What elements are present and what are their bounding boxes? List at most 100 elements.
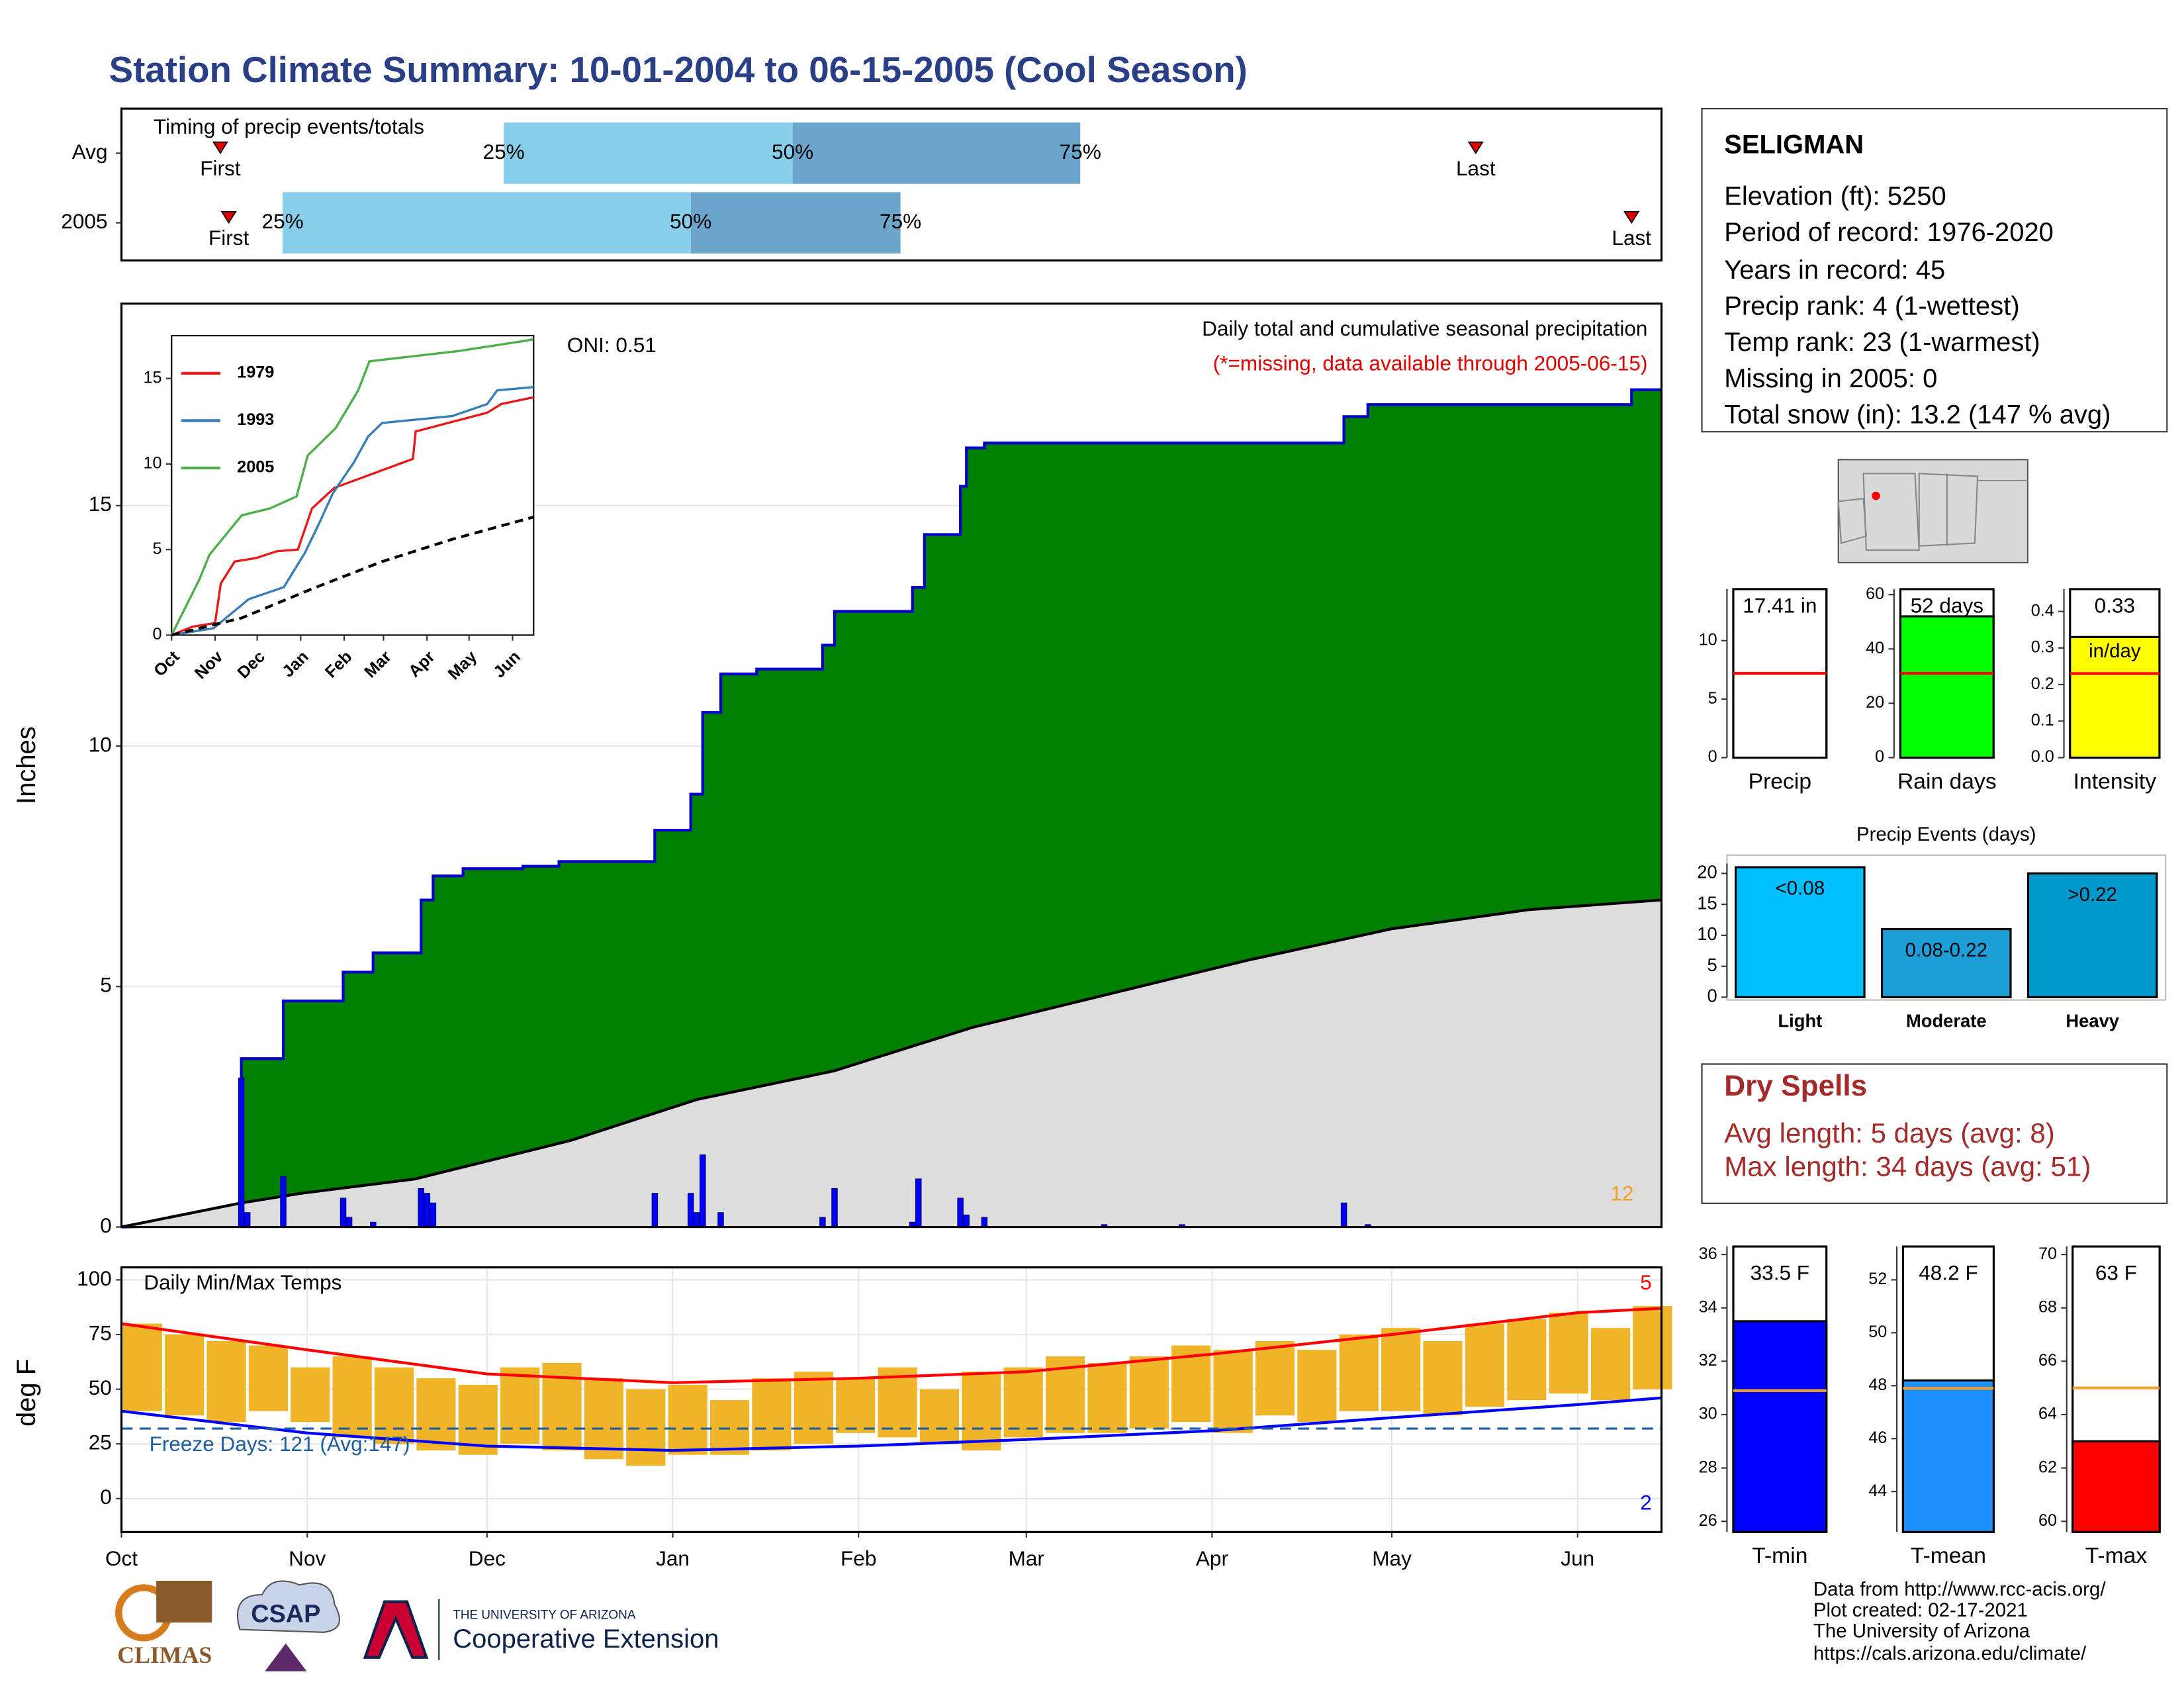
daily-bar — [424, 1193, 431, 1228]
credit: The University of Arizona — [1813, 1620, 2030, 1642]
x-tick-label: Nov — [289, 1546, 326, 1570]
daily-bar — [831, 1188, 838, 1228]
area — [121, 900, 1662, 1227]
y-tick-label: 10 — [89, 732, 112, 756]
station-name: SELIGMAN — [1724, 130, 1864, 159]
temp-range-bar — [500, 1367, 540, 1444]
value-label: 52 days — [1911, 594, 1984, 618]
range-bar — [504, 122, 793, 184]
temp-range-bar — [836, 1378, 876, 1433]
x-tick-label: Jun — [1561, 1546, 1594, 1570]
x-tick-label: T-max — [2085, 1544, 2148, 1568]
daily-bar — [981, 1217, 988, 1228]
bar — [1880, 927, 2012, 999]
y-tick-label: 0.3 — [2031, 638, 2054, 657]
station-line: Precip rank: 4 (1-wettest) — [1724, 292, 2019, 321]
temp-range-bar — [291, 1367, 330, 1423]
temp-range-bar — [794, 1372, 833, 1444]
bar-label: >0.22 — [2068, 884, 2117, 906]
annotation: 12 — [1610, 1182, 1633, 1205]
y-tick-label: 5 — [1708, 689, 1717, 708]
y-tick-label: 68 — [2038, 1297, 2057, 1316]
temp-range-bar — [1549, 1312, 1588, 1394]
x-tick-label: Jan — [656, 1546, 690, 1570]
x-tick-label: T-min — [1752, 1544, 1807, 1568]
marker-label: First — [200, 156, 241, 180]
value-label: 0.33 — [2095, 594, 2135, 618]
annotation: 2 — [1640, 1491, 1652, 1515]
y-tick-label: 34 — [1699, 1297, 1717, 1316]
y-tick-label: 0.4 — [2031, 601, 2054, 620]
dry-spells-line: Max length: 34 days (avg: 51) — [1724, 1150, 2091, 1182]
y-tick-label: 15 — [1697, 892, 1717, 913]
panel-title: Timing of precip events/totals — [154, 115, 424, 138]
y-tick-label: 10 — [1697, 923, 1717, 944]
bar — [1899, 615, 1995, 759]
y-tick-label: 66 — [2038, 1351, 2057, 1370]
marker-label: Last — [1456, 156, 1496, 180]
x-tick-label: Light — [1778, 1011, 1822, 1031]
legend-label: 2005 — [237, 458, 274, 477]
daily-bar — [244, 1212, 251, 1228]
y-tick-label: 64 — [2038, 1405, 2057, 1423]
station-line: Total snow (in): 13.2 (147 % avg) — [1724, 400, 2111, 430]
station-line: Temp rank: 23 (1-warmest) — [1724, 328, 2040, 357]
event-marker — [1623, 211, 1640, 224]
temp-range-bar — [668, 1385, 707, 1455]
station-line: Elevation (ft): 5250 — [1724, 181, 1946, 211]
temp-range-bar — [1255, 1340, 1295, 1416]
daily-bar — [717, 1212, 724, 1228]
x-tick-label: T-mean — [1911, 1544, 1986, 1568]
legend-label: 1993 — [237, 410, 274, 429]
bar-label: 0.08-0.22 — [1905, 939, 1987, 961]
chart-title: Daily total and cumulative seasonal prec… — [1202, 316, 1647, 340]
line — [170, 338, 534, 636]
x-tick-label: May — [1372, 1546, 1412, 1570]
daily-bar — [340, 1197, 347, 1228]
freeze-label: Freeze Days: 121 (Avg:147) — [150, 1432, 410, 1456]
daily-bar — [418, 1188, 424, 1228]
credit: https://cals.arizona.edu/climate/ — [1813, 1642, 2087, 1664]
y-tick-label: 10 — [143, 454, 161, 473]
area-edge — [121, 898, 1662, 1229]
temp-range-bar — [1213, 1350, 1253, 1433]
daily-bar — [694, 1212, 700, 1228]
y-tick-label: 48 — [1868, 1376, 1887, 1394]
y-tick-label: 15 — [143, 368, 161, 387]
y-tick-label: 0 — [1875, 747, 1884, 766]
temp-range-bar — [1507, 1319, 1547, 1401]
y-tick-label: 70 — [2038, 1244, 2057, 1263]
y-tick-label: 0 — [100, 1213, 112, 1237]
temp-range-bar — [416, 1378, 456, 1451]
range-bar — [283, 192, 691, 254]
bar — [1901, 1379, 1995, 1533]
y-tick-label: 44 — [1868, 1481, 1887, 1500]
daily-bar — [1340, 1202, 1347, 1228]
y-axis-label: Inches — [12, 726, 41, 804]
y-tick-label: 60 — [1866, 585, 1884, 603]
temp-range-bar — [584, 1378, 624, 1460]
annotation: 5 — [1640, 1270, 1652, 1294]
marker-label: 25% — [483, 140, 525, 164]
temp-range-bar — [1297, 1350, 1337, 1423]
marker-label: 75% — [1060, 140, 1101, 164]
x-tick-label: Intensity — [2073, 769, 2157, 794]
range-bar — [690, 192, 901, 254]
temp-range-bar — [709, 1400, 750, 1455]
y-tick-label: 46 — [1868, 1429, 1887, 1447]
daily-bar — [963, 1214, 970, 1228]
line — [171, 396, 534, 636]
y-tick-label: 5 — [1707, 955, 1717, 975]
y-tick-label: 28 — [1699, 1458, 1717, 1476]
unit-label: in/day — [2089, 640, 2141, 662]
legend-label: 1979 — [237, 363, 274, 382]
bar — [1732, 1320, 1828, 1533]
temp-range-bar — [919, 1389, 960, 1444]
temp-range-bar — [1633, 1306, 1672, 1389]
y-tick-label: 0 — [1707, 986, 1717, 1006]
y-tick-label: 25 — [89, 1430, 112, 1454]
y-tick-label: 62 — [2038, 1458, 2057, 1476]
y-tick-label: 75 — [89, 1321, 112, 1344]
temp-range-bar — [962, 1372, 1001, 1451]
temp-range-bar — [1087, 1362, 1127, 1433]
